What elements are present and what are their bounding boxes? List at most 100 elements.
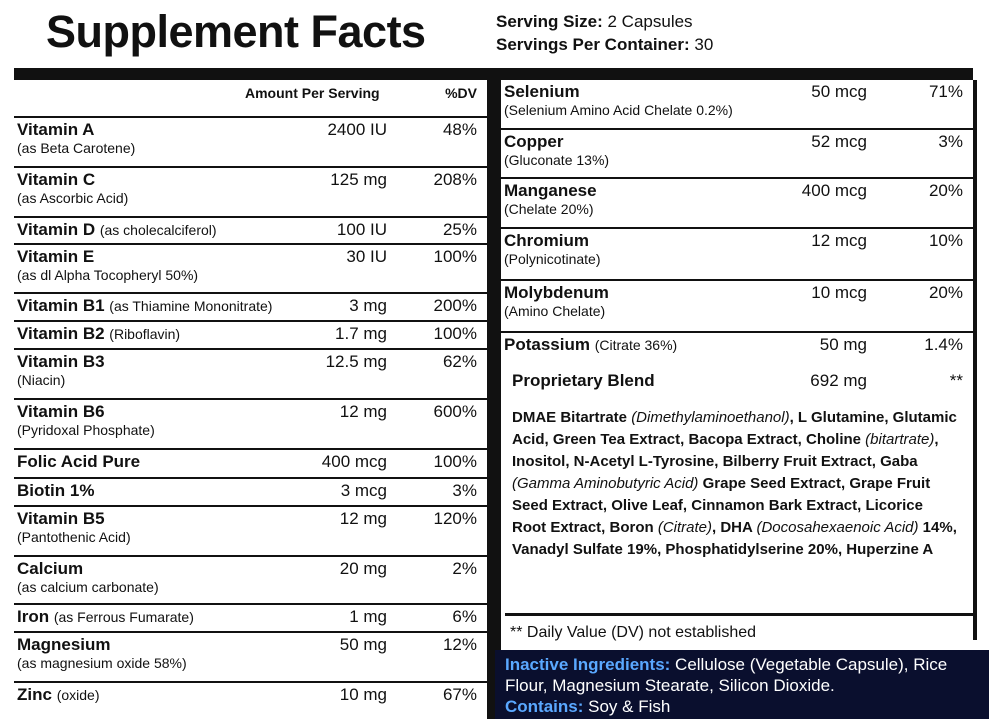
nutrient-dv: 3% — [452, 481, 477, 500]
nutrient-name-text: Manganese — [504, 181, 597, 200]
nutrient-dv: 71% — [928, 82, 963, 101]
nutrient-amount: 2400 IU — [327, 120, 387, 139]
nutrient-row: Vitamin A (as Beta Carotene) 2400 IU 48% — [14, 116, 487, 166]
nutrient-source: (Amino Chelate) — [504, 303, 606, 319]
nutrient-dv: 25% — [442, 220, 477, 239]
nutrient-amount: 52 mcg — [811, 132, 867, 151]
blend-ingredient-note: (Docosahexaenoic Acid) — [756, 519, 919, 536]
nutrient-name-text: Folic Acid Pure — [17, 452, 141, 471]
nutrient-dv: 100% — [433, 247, 477, 266]
nutrient-name: Chromium — [504, 230, 589, 252]
nutrient-amount: 20 mg — [339, 559, 387, 578]
nutrient-name-text: Vitamin E — [17, 247, 95, 266]
nutrient-amount: 50 mcg — [811, 82, 867, 101]
nutrient-dv: 20% — [928, 181, 963, 200]
nutrient-name: Vitamin E — [17, 246, 94, 268]
nutrient-row: Vitamin B3 (Niacin) 12.5 mg 62% — [14, 348, 487, 398]
dv-column-header: %DV — [445, 85, 477, 101]
column-divider — [487, 80, 501, 719]
nutrient-name: Magnesium — [17, 634, 111, 656]
nutrient-name-text: Vitamin B1 — [17, 296, 105, 315]
nutrient-amount: 50 mg — [339, 635, 387, 654]
serving-info: Serving Size: 2 Capsules Servings Per Co… — [496, 10, 713, 56]
nutrient-name-text: Chromium — [504, 231, 589, 250]
nutrient-name: Copper — [504, 131, 564, 153]
nutrient-dv: 48% — [442, 120, 477, 139]
blend-ingredient-note: (bitartrate) — [865, 431, 935, 448]
nutrient-amount: 10 mg — [339, 685, 387, 704]
nutrient-row: Vitamin E (as dl Alpha Tocopheryl 50%) 30 … — [14, 243, 487, 292]
proprietary-blend-amount: 692 mg — [810, 371, 867, 390]
nutrient-amount: 400 mcg — [801, 181, 867, 200]
servings-per-container-value: 30 — [694, 35, 714, 54]
servings-per-container-line: Servings Per Container: 30 — [496, 33, 713, 56]
nutrient-name: Zinc (oxide) — [17, 684, 99, 706]
nutrient-source: (as magnesium oxide 58%) — [17, 655, 187, 671]
nutrient-name: Folic Acid Pure — [17, 451, 140, 473]
nutrient-row: Folic Acid Pure 400 mcg 100% — [14, 448, 487, 477]
nutrient-amount: 1 mg — [349, 607, 387, 626]
nutrient-source-inline: (as cholecalciferol) — [99, 222, 217, 238]
nutrient-name-text: Vitamin C — [17, 170, 96, 189]
nutrient-name-text: Selenium — [504, 82, 580, 101]
nutrient-name: Vitamin B5 — [17, 508, 105, 530]
nutrient-amount: 50 mg — [819, 335, 867, 354]
nutrient-source-inline: (as Ferrous Fumarate) — [53, 609, 194, 625]
nutrient-name: Iron (as Ferrous Fumarate) — [17, 606, 194, 628]
nutrient-source: (Gluconate 13%) — [504, 152, 610, 168]
blend-bottom-rule — [505, 613, 973, 616]
blend-ingredient-text: , DHA — [712, 519, 757, 536]
nutrient-name: Potassium (Citrate 36%) — [504, 334, 677, 356]
nutrient-source-inline: (as Thiamine Mononitrate) — [109, 298, 273, 314]
nutrient-amount: 30 IU — [346, 247, 387, 266]
nutrient-row: Manganese (Chelate 20%) 400 mcg 20% — [501, 177, 973, 227]
nutrient-name-text: Zinc — [17, 685, 52, 704]
nutrient-source: (Selenium Amino Acid Chelate 0.2%) — [504, 102, 733, 118]
nutrient-name-text: Vitamin A — [17, 120, 95, 139]
nutrient-name: Vitamin A — [17, 119, 94, 141]
nutrient-row: Vitamin D (as cholecalciferol) 100 IU 25% — [14, 216, 487, 243]
servings-per-container-label: Servings Per Container: — [496, 35, 690, 54]
nutrient-amount: 12 mcg — [811, 231, 867, 250]
nutrient-amount: 10 mcg — [811, 283, 867, 302]
nutrient-name: Vitamin C — [17, 169, 95, 191]
nutrient-row: Calcium (as calcium carbonate) 20 mg 2% — [14, 555, 487, 603]
nutrient-dv: 67% — [442, 685, 477, 704]
proprietary-blend-ingredients: DMAE Bitartrate (Dimethylaminoethanol), … — [512, 407, 960, 561]
nutrient-amount: 12 mg — [339, 509, 387, 528]
nutrient-dv: 100% — [433, 452, 477, 471]
serving-size-line: Serving Size: 2 Capsules — [496, 10, 713, 33]
nutrient-row: Biotin 1% 3 mcg 3% — [14, 477, 487, 505]
nutrient-source-inline: (Riboflavin) — [109, 326, 181, 342]
nutrient-source: (as Ascorbic Acid) — [17, 190, 129, 206]
nutrient-amount: 3 mcg — [340, 481, 387, 500]
nutrient-row: Zinc (oxide) 10 mg 67% — [14, 681, 487, 719]
nutrient-row: Potassium (Citrate 36%) 50 mg 1.4% — [501, 331, 973, 365]
nutrient-row: Copper (Gluconate 13%) 52 mcg 3% — [501, 128, 973, 177]
amount-column-header: Amount Per Serving — [245, 85, 380, 101]
blend-ingredient-text: , L Glutamine, Glutamic Acid, Green Tea … — [512, 409, 957, 448]
nutrient-source: (as calcium carbonate) — [17, 579, 159, 595]
blend-ingredient-text: , Inositol, N-Acetyl L-Tyrosine, Bilberr… — [512, 431, 939, 470]
nutrient-amount: 100 IU — [336, 220, 387, 239]
blend-ingredient-text: 14%, Vanadyl Sulfate 19%, Phosphatidylse… — [512, 519, 957, 558]
nutrient-source: (Pantothenic Acid) — [17, 529, 131, 545]
nutrient-source: (Niacin) — [17, 372, 66, 388]
nutrient-amount: 12 mg — [339, 402, 387, 421]
page-title: Supplement Facts — [46, 6, 426, 57]
nutrient-row: Vitamin C (as Ascorbic Acid) 125 mg 208% — [14, 166, 487, 216]
nutrient-source: (Chelate 20%) — [504, 201, 594, 217]
nutrient-name-text: Vitamin D — [17, 220, 96, 239]
nutrient-source-inline: (oxide) — [56, 687, 100, 703]
nutrient-name-text: Biotin 1% — [17, 481, 95, 500]
nutrient-dv: 1.4% — [924, 335, 963, 354]
inactive-ingredients-text: Cellulose (Vegetable Capsule), Rice Flou… — [505, 655, 948, 695]
nutrient-name-text: Iron — [17, 607, 50, 626]
blend-ingredient-text: Grape Seed Extract, Grape Fruit Seed Ext… — [512, 475, 931, 536]
nutrient-dv: 120% — [433, 509, 477, 528]
contains-text: Soy & Fish — [583, 697, 671, 716]
nutrient-row: Selenium (Selenium Amino Acid Chelate 0.2… — [501, 80, 973, 128]
nutrient-source: (Pyridoxal Phosphate) — [17, 422, 155, 438]
nutrient-name-text: Magnesium — [17, 635, 111, 654]
